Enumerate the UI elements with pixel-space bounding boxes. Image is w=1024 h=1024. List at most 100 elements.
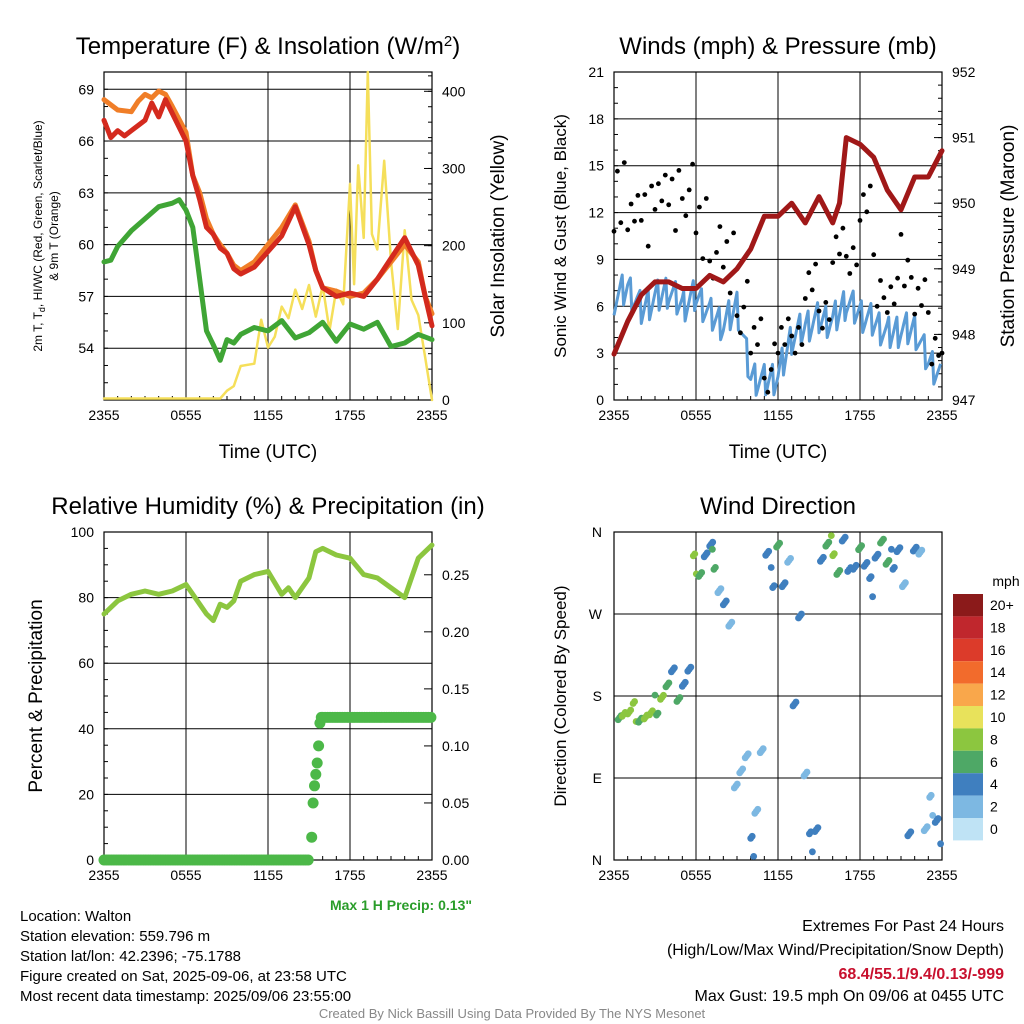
wind-direction-point — [776, 539, 783, 547]
legend-swatch — [953, 706, 983, 729]
y2-tick-label: 948 — [952, 326, 976, 342]
wind-direction-point — [712, 564, 719, 571]
y-tick-label: 0 — [596, 392, 604, 408]
solar-insolation-line — [102, 70, 434, 402]
wind-direction-point — [934, 815, 942, 822]
gust-point — [761, 375, 767, 381]
gust-point — [891, 301, 897, 307]
y-axis-label: Sonic Wind & Gust (Blue, Black) — [551, 114, 570, 358]
chart-title: Relative Humidity (%) & Precipitation (i… — [51, 493, 484, 520]
extremes-title: Extremes For Past 24 Hours — [802, 918, 1004, 935]
wind-direction-point — [858, 542, 865, 550]
wind-direction-point — [830, 550, 838, 558]
gust-point — [850, 245, 856, 251]
wind-direction-point — [863, 559, 871, 566]
x-tick-label: 1155 — [253, 867, 283, 883]
x-axis-label: Time (UTC) — [219, 442, 318, 463]
gust-point — [912, 311, 918, 317]
footer-credit: Created By Nick Bassill Using Data Provi… — [318, 1006, 706, 1021]
x-tick-label: 2355 — [598, 867, 629, 883]
gust-point — [939, 350, 945, 356]
gust-point — [714, 250, 719, 255]
x-tick-label: 1155 — [763, 867, 793, 883]
gust-point — [744, 278, 750, 284]
y2-tick-label: 100 — [442, 315, 466, 331]
legend-swatch — [953, 750, 983, 774]
legend-swatch — [953, 773, 983, 796]
gust-point — [908, 275, 914, 280]
x-tick-label: 1755 — [844, 407, 875, 423]
wind-direction-point — [912, 543, 920, 551]
precip-point — [307, 797, 319, 809]
gust-point — [847, 271, 853, 276]
gust-point — [768, 367, 774, 372]
y-tick-label: 40 — [78, 721, 94, 737]
extremes-subtitle: (High/Low/Max Wind/Precipitation/Snow De… — [666, 942, 1004, 959]
gust-point — [881, 295, 887, 301]
wind-direction-point — [891, 564, 898, 571]
wind-direction-point — [927, 791, 935, 799]
x-tick-label: 0555 — [170, 407, 201, 423]
gust-point — [816, 308, 822, 314]
gust-point — [840, 225, 846, 231]
wind-direction-point — [803, 768, 811, 776]
gust-point — [884, 310, 890, 315]
wind-direction-point — [654, 709, 662, 717]
gust-point — [649, 183, 654, 189]
gust-point — [826, 317, 832, 322]
wind-direction-point — [869, 593, 876, 601]
chart-title: Temperature (F) & Insolation (W/m2) — [76, 33, 460, 60]
legend-label: 16 — [990, 642, 1006, 658]
y-tick-label: 9 — [596, 251, 604, 267]
y-tick-label: 63 — [78, 185, 94, 201]
gust-point — [792, 350, 798, 356]
extremes-values: 68.4/55.1/9.4/0.13/-999 — [838, 966, 1004, 983]
y2-tick-label: 950 — [952, 195, 976, 211]
wind-direction-point — [759, 745, 767, 753]
gust-point — [772, 341, 777, 347]
x-tick-label: 2355 — [926, 407, 957, 423]
chart-title: Wind Direction — [700, 493, 856, 520]
gust-point — [642, 192, 648, 198]
precip-point — [309, 780, 320, 792]
gust-point — [902, 283, 907, 289]
gust-point — [820, 325, 825, 331]
gust-point — [645, 243, 651, 249]
x-tick-label: 1155 — [763, 407, 793, 423]
max-gust-text: Max Gust: 19.5 mph On 09/06 at 0455 UTC — [694, 988, 1005, 1005]
gust-point — [806, 270, 812, 276]
legend-label: 10 — [990, 709, 1006, 725]
wind-direction-point — [792, 698, 800, 706]
gust-point — [864, 209, 870, 215]
x-tick-label: 2355 — [416, 867, 447, 883]
gust-point — [738, 330, 743, 336]
wind-direction-point — [814, 824, 822, 831]
wind-direction-point — [918, 546, 926, 554]
legend-title: mph — [992, 573, 1019, 589]
gust-point — [779, 325, 784, 330]
legend-label: 18 — [990, 619, 1006, 635]
sonic-wind-line — [612, 273, 943, 397]
y-tick-label: 21 — [588, 64, 604, 80]
legend-swatch — [953, 683, 983, 706]
gust-point — [707, 258, 713, 264]
wind-direction-point — [825, 538, 833, 546]
wind-direction-point — [651, 691, 659, 699]
wind-direction-point — [754, 805, 762, 813]
wind-direction-point — [671, 664, 678, 672]
y-tick-label: S — [593, 688, 602, 704]
y2-tick-label: 0.15 — [442, 681, 469, 697]
y-tick-label: 20 — [78, 786, 94, 802]
precip-point — [302, 854, 314, 866]
gust-point — [857, 218, 863, 223]
y2-axis-label: Station Pressure (Maroon) — [998, 125, 1019, 348]
wind-direction-point — [841, 533, 849, 541]
wind-direction-point — [885, 557, 893, 564]
gust-point — [775, 350, 781, 356]
gust-point — [867, 183, 873, 189]
gust-point — [823, 300, 829, 305]
wind-direction-point — [781, 579, 789, 587]
wind-direction-point — [827, 532, 835, 539]
wind-direction-point — [874, 550, 882, 558]
wind-direction-point — [627, 706, 635, 714]
